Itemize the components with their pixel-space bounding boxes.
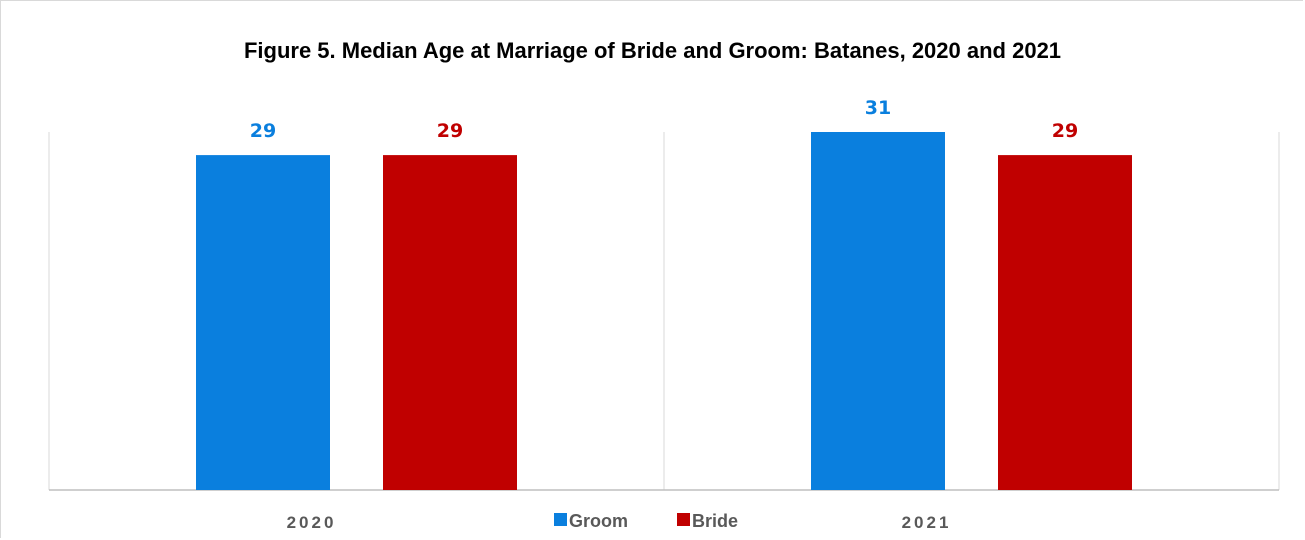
x-tick-label-2020: 2020	[287, 513, 337, 532]
x-tick-label-2021: 2021	[902, 513, 952, 532]
data-label-groom-2020: 29	[250, 120, 276, 142]
legend-label-bride: Bride	[692, 511, 738, 531]
legend-label-groom: Groom	[569, 511, 628, 531]
legend-swatch-groom	[554, 513, 567, 526]
legend: Groom Bride	[554, 511, 738, 531]
legend-swatch-bride	[677, 513, 690, 526]
bar-groom-2020	[196, 155, 330, 490]
bar-bride-2021	[998, 155, 1132, 490]
data-label-bride-2020: 29	[437, 120, 463, 142]
bar-bride-2020	[383, 155, 517, 490]
data-label-groom-2021: 31	[865, 97, 891, 119]
data-label-bride-2021: 29	[1052, 120, 1078, 142]
bar-groom-2021	[811, 132, 945, 490]
